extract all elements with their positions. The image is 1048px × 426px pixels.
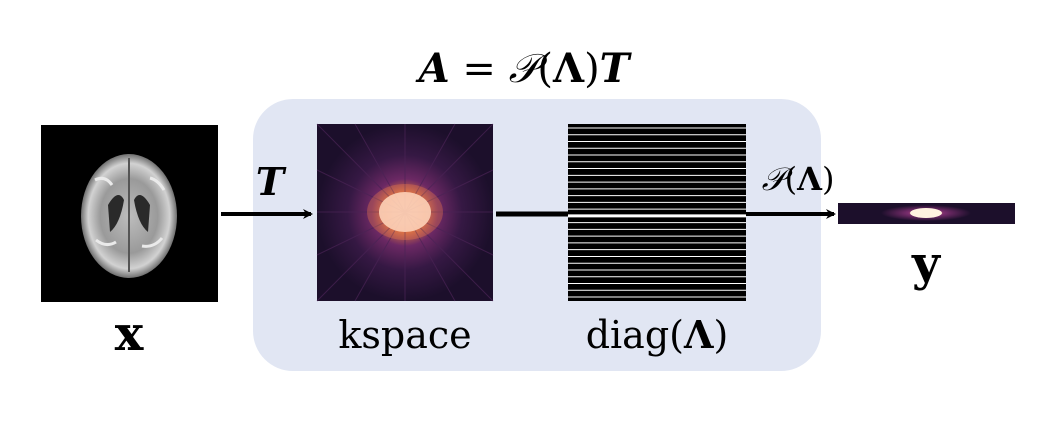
- title-close-paren: ): [584, 46, 600, 92]
- output-strip-y: [838, 203, 1015, 224]
- mask-label-open: (: [669, 313, 684, 357]
- sampling-label-open: (: [785, 160, 797, 198]
- title-A: A: [415, 45, 450, 92]
- kspace-image: [316, 123, 494, 302]
- kspace-label: kspace: [338, 313, 471, 357]
- input-image-x: [41, 125, 218, 302]
- input-label-x: x: [115, 306, 144, 362]
- output-label-y: y: [911, 236, 942, 292]
- title-Lambda: Λ: [552, 45, 585, 92]
- title-T: T: [600, 45, 633, 92]
- mask-background: [568, 124, 746, 301]
- transform-label-T: T: [256, 159, 287, 204]
- mask-label: diag(Λ): [586, 312, 729, 357]
- sampling-label: 𝒫(Λ): [762, 160, 835, 198]
- sampling-mask: [568, 124, 746, 301]
- title-equals: =: [450, 46, 509, 92]
- sampling-label-Lambda: Λ: [796, 160, 823, 198]
- title-open-paren: (: [537, 46, 553, 92]
- sampling-label-close: ): [822, 160, 834, 198]
- mask-label-fn: diag: [586, 313, 669, 357]
- operator-equation-title: A = 𝒫(Λ)T: [415, 45, 633, 92]
- mask-label-close: ): [713, 313, 728, 357]
- mask-label-Lambda: Λ: [683, 312, 714, 357]
